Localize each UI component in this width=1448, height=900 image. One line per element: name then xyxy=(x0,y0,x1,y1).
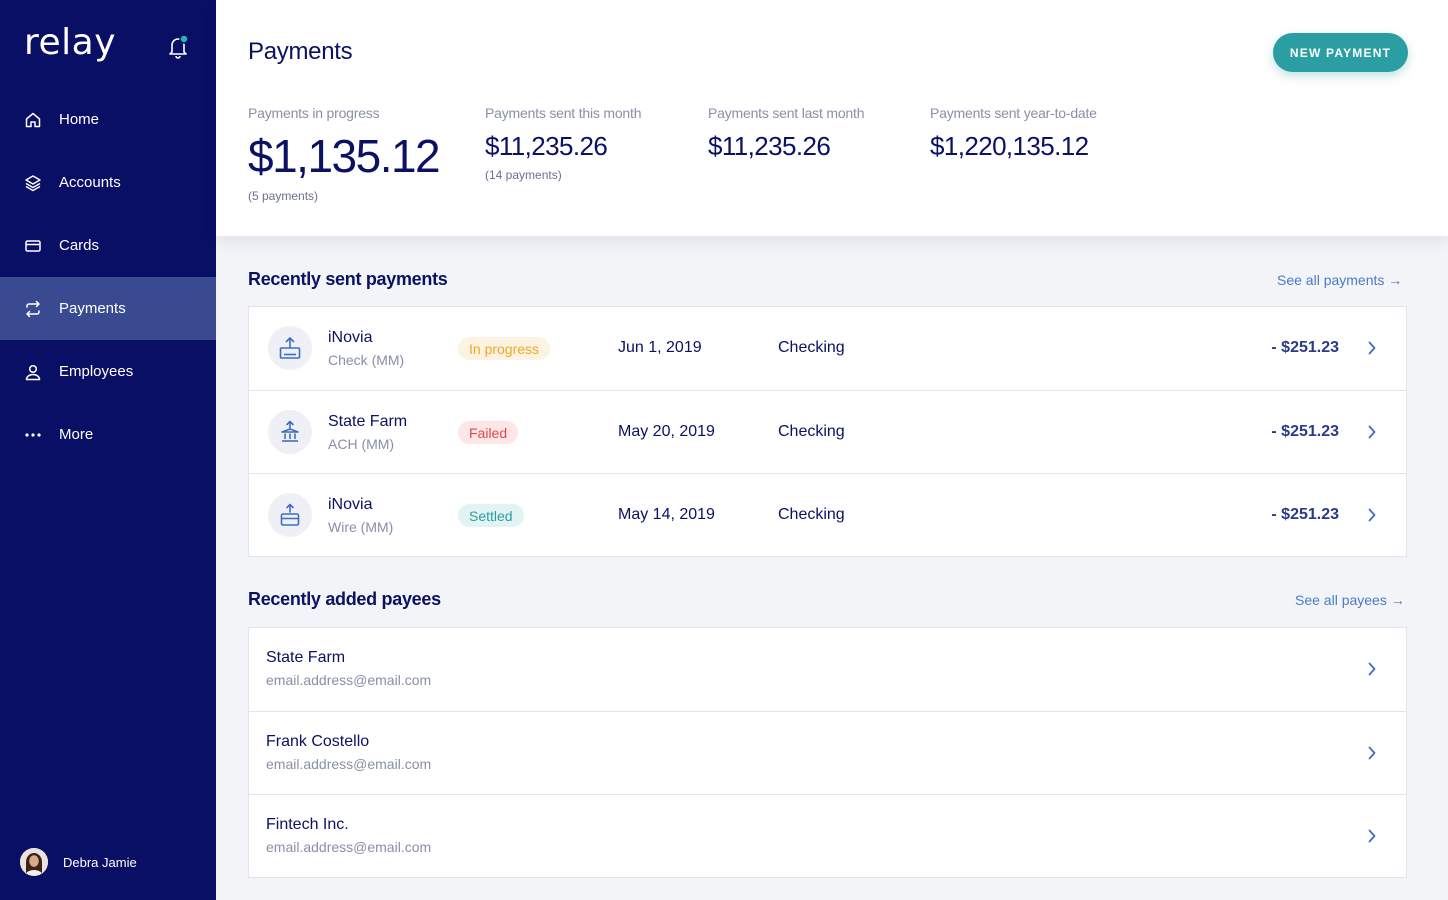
payment-method: Wire (MM) xyxy=(328,519,394,535)
page-title: Payments xyxy=(248,38,353,65)
sidebar-item-label: Accounts xyxy=(59,174,121,191)
stat-value: $11,235.26 xyxy=(708,131,831,161)
stat-value: $11,235.26 xyxy=(485,131,608,161)
payee-row[interactable]: State Farm email.address@email.com xyxy=(249,628,1406,711)
recent-payments-title: Recently sent payments xyxy=(248,269,448,289)
sidebar-item-label: More xyxy=(59,426,94,443)
sidebar-item-employees[interactable]: Employees xyxy=(0,340,216,403)
card-icon xyxy=(24,237,42,255)
wire-upload-icon xyxy=(268,493,312,537)
more-dots-icon xyxy=(24,426,42,444)
check-upload-icon xyxy=(268,326,312,370)
payment-amount: - $251.23 xyxy=(1271,339,1339,356)
stat-year-to-date: Payments sent year-to-date $1,220,135.12 xyxy=(930,105,1097,162)
stat-label: Payments sent year-to-date xyxy=(930,105,1097,121)
stat-value: $1,135.12 xyxy=(248,130,441,182)
payee-name: State Farm xyxy=(328,413,408,430)
status-badge: Failed xyxy=(458,421,519,444)
sidebar-item-label: Payments xyxy=(59,300,126,317)
sidebar-item-payments[interactable]: Payments xyxy=(0,277,216,340)
stat-label: Payments in progress xyxy=(248,105,380,121)
chevron-right-icon xyxy=(1367,661,1377,677)
bank-upload-icon xyxy=(268,410,312,454)
payee-cell: State Farm ACH (MM) xyxy=(328,413,407,452)
recent-payees-list: State Farm email.address@email.com Frank… xyxy=(248,627,1407,878)
new-payment-button[interactable]: NEW PAYMENT xyxy=(1273,33,1408,72)
payee-info: Fintech Inc. email.address@email.com xyxy=(266,816,431,855)
notification-bell-icon[interactable] xyxy=(166,34,190,60)
chevron-right-icon xyxy=(1367,424,1377,440)
see-all-payments-link[interactable]: See all payments → xyxy=(1277,272,1403,288)
payment-amount: - $251.23 xyxy=(1271,423,1339,440)
home-icon xyxy=(24,111,42,129)
payment-method: ACH (MM) xyxy=(328,436,395,452)
recent-payees-title: Recently added payees xyxy=(248,589,441,609)
payment-account: Checking xyxy=(778,423,845,440)
payment-row[interactable]: iNovia Check (MM) In progress Jun 1, 201… xyxy=(249,307,1406,390)
payment-row[interactable]: iNovia Wire (MM) Settled May 14, 2019 Ch… xyxy=(249,473,1406,556)
payee-name: Frank Costello xyxy=(266,733,370,750)
payee-info: State Farm email.address@email.com xyxy=(266,649,431,688)
payment-date: May 20, 2019 xyxy=(618,423,715,440)
payee-cell: iNovia Check (MM) xyxy=(328,329,404,368)
sidebar-item-home[interactable]: Home xyxy=(0,88,216,151)
status-badge: Settled xyxy=(458,504,524,527)
payee-name: iNovia xyxy=(328,329,373,346)
person-icon xyxy=(24,363,42,381)
chevron-right-icon xyxy=(1367,507,1377,523)
sidebar-item-label: Cards xyxy=(59,237,100,254)
see-all-payees-link[interactable]: See all payees → xyxy=(1295,592,1405,608)
logo[interactable]: relay xyxy=(24,22,117,63)
payee-name: Fintech Inc. xyxy=(266,816,349,833)
payee-row[interactable]: Fintech Inc. email.address@email.com xyxy=(249,794,1406,877)
payment-account: Checking xyxy=(778,506,845,523)
payee-row[interactable]: Frank Costello email.address@email.com xyxy=(249,711,1406,794)
stat-in-progress: Payments in progress $1,135.12 (5 paymen… xyxy=(248,105,441,203)
stat-label: Payments sent last month xyxy=(708,105,865,121)
recent-payments-list: iNovia Check (MM) In progress Jun 1, 201… xyxy=(248,306,1407,557)
payment-date: Jun 1, 2019 xyxy=(618,339,702,356)
sidebar: relay Home Accounts Cards xyxy=(0,0,216,900)
sidebar-item-label: Home xyxy=(59,111,100,128)
chevron-right-icon xyxy=(1367,828,1377,844)
chevron-right-icon xyxy=(1367,745,1377,761)
stat-sub: (5 payments) xyxy=(248,189,319,203)
payee-email: email.address@email.com xyxy=(266,839,432,855)
sidebar-item-label: Employees xyxy=(59,363,134,380)
sidebar-nav: Home Accounts Cards Payments Employees xyxy=(0,88,216,466)
sidebar-item-cards[interactable]: Cards xyxy=(0,214,216,277)
stat-value: $1,220,135.12 xyxy=(930,131,1089,161)
payee-cell: iNovia Wire (MM) xyxy=(328,496,393,535)
payment-row[interactable]: State Farm ACH (MM) Failed May 20, 2019 … xyxy=(249,390,1406,473)
stat-this-month: Payments sent this month $11,235.26 (14 … xyxy=(485,105,641,182)
payee-name: State Farm xyxy=(266,649,346,666)
payee-email: email.address@email.com xyxy=(266,756,432,772)
status-badge: In progress xyxy=(458,337,551,360)
sidebar-item-accounts[interactable]: Accounts xyxy=(0,151,216,214)
payments-header: Payments NEW PAYMENT Payments in progres… xyxy=(216,0,1448,236)
layers-icon xyxy=(24,174,42,192)
payment-date: May 14, 2019 xyxy=(618,506,715,523)
sidebar-item-more[interactable]: More xyxy=(0,403,216,466)
stat-sub: (14 payments) xyxy=(485,168,562,182)
user-profile[interactable]: Debra Jamie xyxy=(20,848,137,876)
user-name: Debra Jamie xyxy=(63,854,137,870)
stat-label: Payments sent this month xyxy=(485,105,642,121)
avatar xyxy=(20,848,48,876)
payee-name: iNovia xyxy=(328,496,373,513)
payee-email: email.address@email.com xyxy=(266,672,432,688)
payee-info: Frank Costello email.address@email.com xyxy=(266,733,431,772)
payment-method: Check (MM) xyxy=(328,352,405,368)
payment-amount: - $251.23 xyxy=(1271,506,1339,523)
transfer-icon xyxy=(24,300,42,318)
stat-last-month: Payments sent last month $11,235.26 xyxy=(708,105,864,162)
payment-account: Checking xyxy=(778,339,845,356)
chevron-right-icon xyxy=(1367,340,1377,356)
